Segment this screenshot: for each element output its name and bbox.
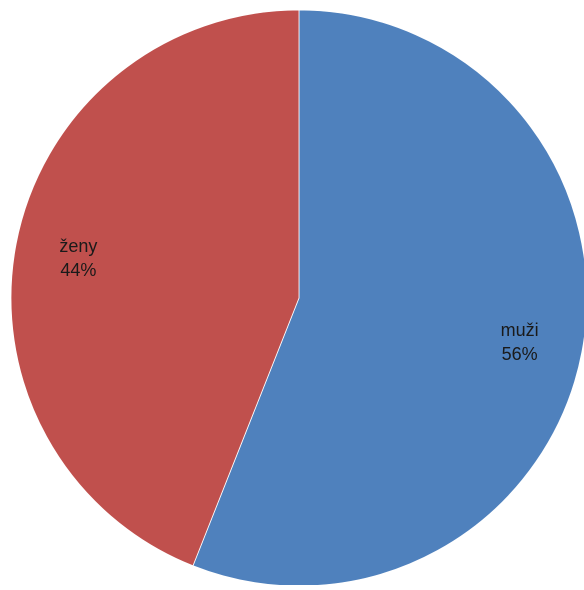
slice-label-percent-0: 56% [502,344,538,364]
slice-label-percent-1: 44% [60,260,96,280]
slices-layer [10,9,584,587]
pie-slice-1 [10,9,300,567]
labels-layer: muži 56% ženy 44% [59,236,538,364]
slice-label-name-1: ženy [59,236,97,256]
pie-slice-0 [192,9,584,587]
slice-label-name-0: muži [501,320,539,340]
